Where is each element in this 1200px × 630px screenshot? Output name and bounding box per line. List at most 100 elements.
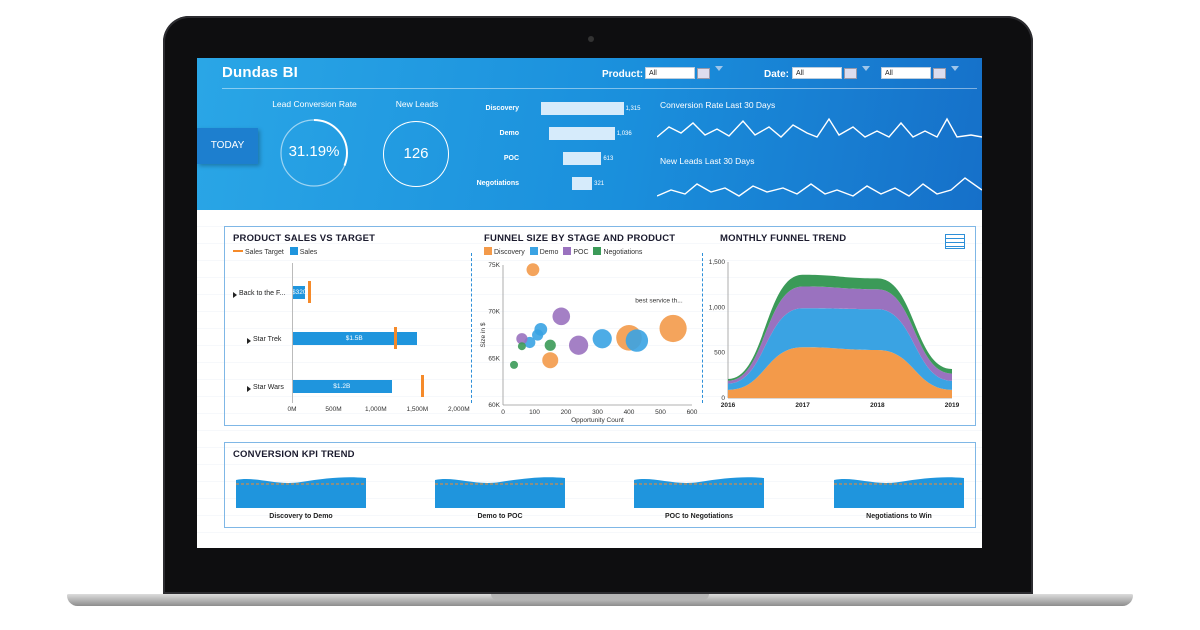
legend-swatch: [529, 247, 538, 255]
chevron-down-icon[interactable]: [862, 66, 870, 71]
y-tick-label: 65K: [488, 355, 500, 362]
area-series-discovery[interactable]: [728, 347, 952, 398]
funnel-bar: [562, 152, 602, 165]
chevron-down-icon[interactable]: [951, 66, 959, 71]
chart-title: PRODUCT SALES VS TARGET: [233, 233, 376, 244]
chevron-down-icon[interactable]: [715, 66, 723, 71]
funnel-bar: [549, 127, 615, 140]
bubble-point[interactable]: [532, 329, 544, 341]
dundas-logo: Dundas BI: [222, 64, 298, 81]
calendar-icon[interactable]: [933, 68, 946, 79]
y-axis-label: Size in $: [480, 322, 487, 347]
x-tick-label: 500M: [325, 406, 342, 413]
x-tick-label: 500: [655, 409, 666, 416]
product-filter-label: Product:: [602, 69, 644, 80]
kpi-trend-area: [435, 477, 565, 508]
x-tick-label: 200: [561, 409, 572, 416]
x-tick-label: 300: [592, 409, 603, 416]
charts-section: [224, 226, 976, 426]
expand-row-icon[interactable]: [233, 292, 237, 298]
date-to-input[interactable]: All: [881, 67, 931, 79]
y-tick-label: 1,500: [709, 259, 726, 266]
legend-label: Sales: [299, 249, 318, 256]
lead-conversion-ring: [280, 119, 348, 187]
bubble-point[interactable]: [569, 335, 589, 355]
conversion-sparkline: [657, 117, 982, 138]
kpi-trend-label: POC to Negotiations: [664, 513, 734, 520]
bubble-point[interactable]: [625, 329, 649, 352]
kpi-trend-area: [834, 477, 964, 508]
chart-legend: Sales Target Sales: [233, 247, 317, 256]
sales-bar[interactable]: $320.3K: [292, 286, 316, 299]
kpi-trend-chart[interactable]: [834, 472, 964, 508]
dashboard-header: Dundas BI Product: All Date: All All TOD…: [197, 58, 982, 210]
x-tick-label: 1,500M: [406, 406, 429, 413]
date-filter-label: Date:: [764, 69, 790, 80]
kpi-trend-label: Discovery to Demo: [269, 513, 333, 520]
target-marker: [421, 375, 425, 397]
bubble-point[interactable]: [510, 360, 519, 369]
area-series-poc[interactable]: [728, 286, 952, 384]
funnel-stage-label: Discovery: [485, 105, 519, 112]
sparkline-path: [657, 117, 982, 138]
bubble-point[interactable]: [592, 329, 612, 349]
filter-list-icon[interactable]: [697, 68, 710, 79]
date-from-input[interactable]: All: [792, 67, 842, 79]
legend-label: POC: [573, 249, 589, 256]
x-tick-label: 600: [687, 409, 698, 416]
product-filter-input[interactable]: All: [645, 67, 695, 79]
laptop-base: [67, 594, 1133, 606]
calendar-icon[interactable]: [844, 68, 857, 79]
kpi-trend-area: [236, 477, 366, 508]
bar-category-label: Star Trek: [253, 336, 282, 343]
bubble-point[interactable]: [659, 314, 687, 343]
today-button[interactable]: TODAY: [197, 128, 258, 164]
x-tick-label: 2019: [945, 402, 960, 409]
bar-axis: [292, 263, 293, 403]
bubble-point[interactable]: [544, 339, 556, 351]
expand-row-icon[interactable]: [247, 386, 251, 392]
table-view-icon[interactable]: [945, 234, 965, 249]
product-sales-chart: Back to the F... $320.3K Star Trek $1.5B Sta…: [233, 263, 477, 426]
bar-category-label: Back to the F...: [239, 290, 286, 297]
legend-label: Sales Target: [245, 249, 284, 256]
new-leads-ring: 126: [383, 121, 449, 187]
webcam-icon: [588, 36, 594, 42]
y-tick-label: 60K: [488, 402, 500, 409]
bubble-point[interactable]: [526, 263, 540, 277]
sales-bar[interactable]: $1.2B: [292, 380, 392, 393]
area-series-demo[interactable]: [728, 308, 952, 390]
chart-annotation: best service th...: [635, 297, 683, 304]
funnel-stage-label: POC: [503, 155, 519, 162]
laptop-notch: [491, 594, 709, 600]
sales-bar[interactable]: $1.5B: [292, 332, 417, 345]
sparkline-path: [657, 177, 982, 197]
y-tick-label: 70K: [488, 309, 500, 316]
legend-swatch: [289, 247, 298, 255]
x-tick-label: 0: [501, 409, 505, 416]
legend-swatch: [233, 250, 243, 252]
new-leads-sparkline: [657, 177, 982, 197]
bubble-point[interactable]: [552, 307, 571, 326]
x-tick-label: 100: [529, 409, 540, 416]
x-tick-label: 1,000M: [365, 406, 387, 413]
x-tick-label: 0M: [287, 406, 297, 413]
dashboard-screen: Dundas BI Product: All Date: All All TOD…: [197, 58, 982, 548]
kpi-trend-chart[interactable]: [435, 472, 565, 508]
sparkline-title: Conversion Rate Last 30 Days: [660, 100, 776, 110]
y-tick-label: 500: [714, 350, 725, 357]
funnel-bar: [540, 102, 624, 115]
bubble-point[interactable]: [542, 352, 559, 369]
bubble-point[interactable]: [516, 333, 528, 345]
funnel-value: 613: [603, 156, 614, 162]
ring-progress: [280, 119, 348, 187]
header-divider: [222, 88, 977, 89]
chart-title: FUNNEL SIZE BY STAGE AND PRODUCT: [484, 233, 676, 244]
kpi-trend-label: Demo to POC: [477, 513, 523, 520]
kpi-trend-chart[interactable]: [634, 472, 764, 508]
kpi-trend-chart[interactable]: [236, 472, 366, 508]
kpi-title: New Leads: [395, 99, 439, 109]
x-axis-label: Opportunity Count: [571, 417, 624, 424]
expand-row-icon[interactable]: [247, 338, 251, 344]
bubble-point[interactable]: [517, 342, 526, 351]
